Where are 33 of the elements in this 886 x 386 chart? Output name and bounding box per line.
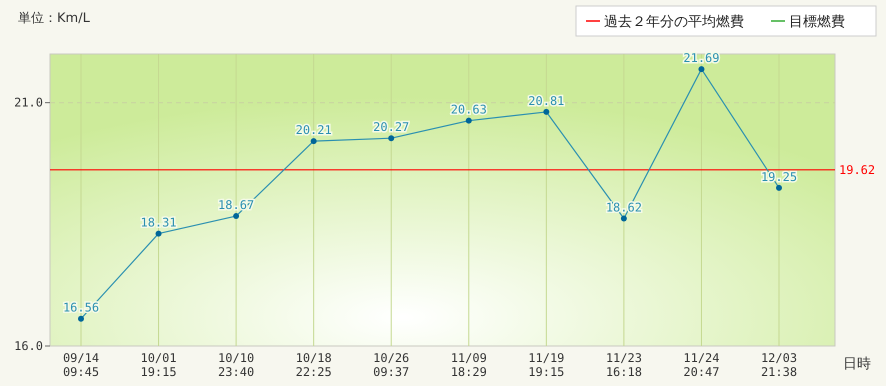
point [466, 118, 472, 124]
data-label: 20.81 [528, 94, 564, 108]
legend-label: 過去２年分の平均燃費 [604, 14, 744, 30]
point [698, 66, 704, 72]
point [620, 215, 627, 222]
x-axis-title: 日時 [843, 356, 871, 372]
x-tick-label: 11/24 20:47 [683, 351, 720, 379]
x-tick-label: 11/23 16:18 [606, 351, 642, 379]
point [233, 213, 240, 220]
data-label: 21.69 [683, 51, 720, 66]
point [776, 184, 782, 191]
data-label: 20.63 [450, 102, 487, 117]
x-tick-label: 10/26 09:37 [373, 351, 410, 379]
data-label: 20.27 [373, 120, 410, 134]
y-tick-label: 16.0 [14, 339, 43, 353]
point [388, 135, 394, 142]
point [156, 230, 162, 237]
data-label: 20.21 [296, 123, 332, 138]
ref-line-label: 19.62 [839, 162, 876, 177]
text: 単位：Km/L [18, 11, 91, 26]
x-tick-label: 11/19 19:15 [528, 351, 564, 379]
point [78, 316, 84, 322]
x-tick-label: 11/09 18:29 [450, 351, 487, 379]
x-tick-label: 10/18 22:25 [296, 351, 332, 379]
x-tick-label: 12/03 21:38 [760, 351, 798, 379]
x-tick-label: 10/10 23:40 [218, 351, 254, 379]
data-label: 18.31 [140, 216, 177, 230]
point [310, 138, 317, 144]
x-tick-label: 10/01 19:15 [140, 351, 177, 379]
x-tick-label: 09/14 09:45 [62, 351, 100, 379]
y-tick-label: 21.0 [14, 96, 43, 110]
legend-label: 目標燃費 [789, 14, 845, 30]
point [543, 108, 550, 115]
